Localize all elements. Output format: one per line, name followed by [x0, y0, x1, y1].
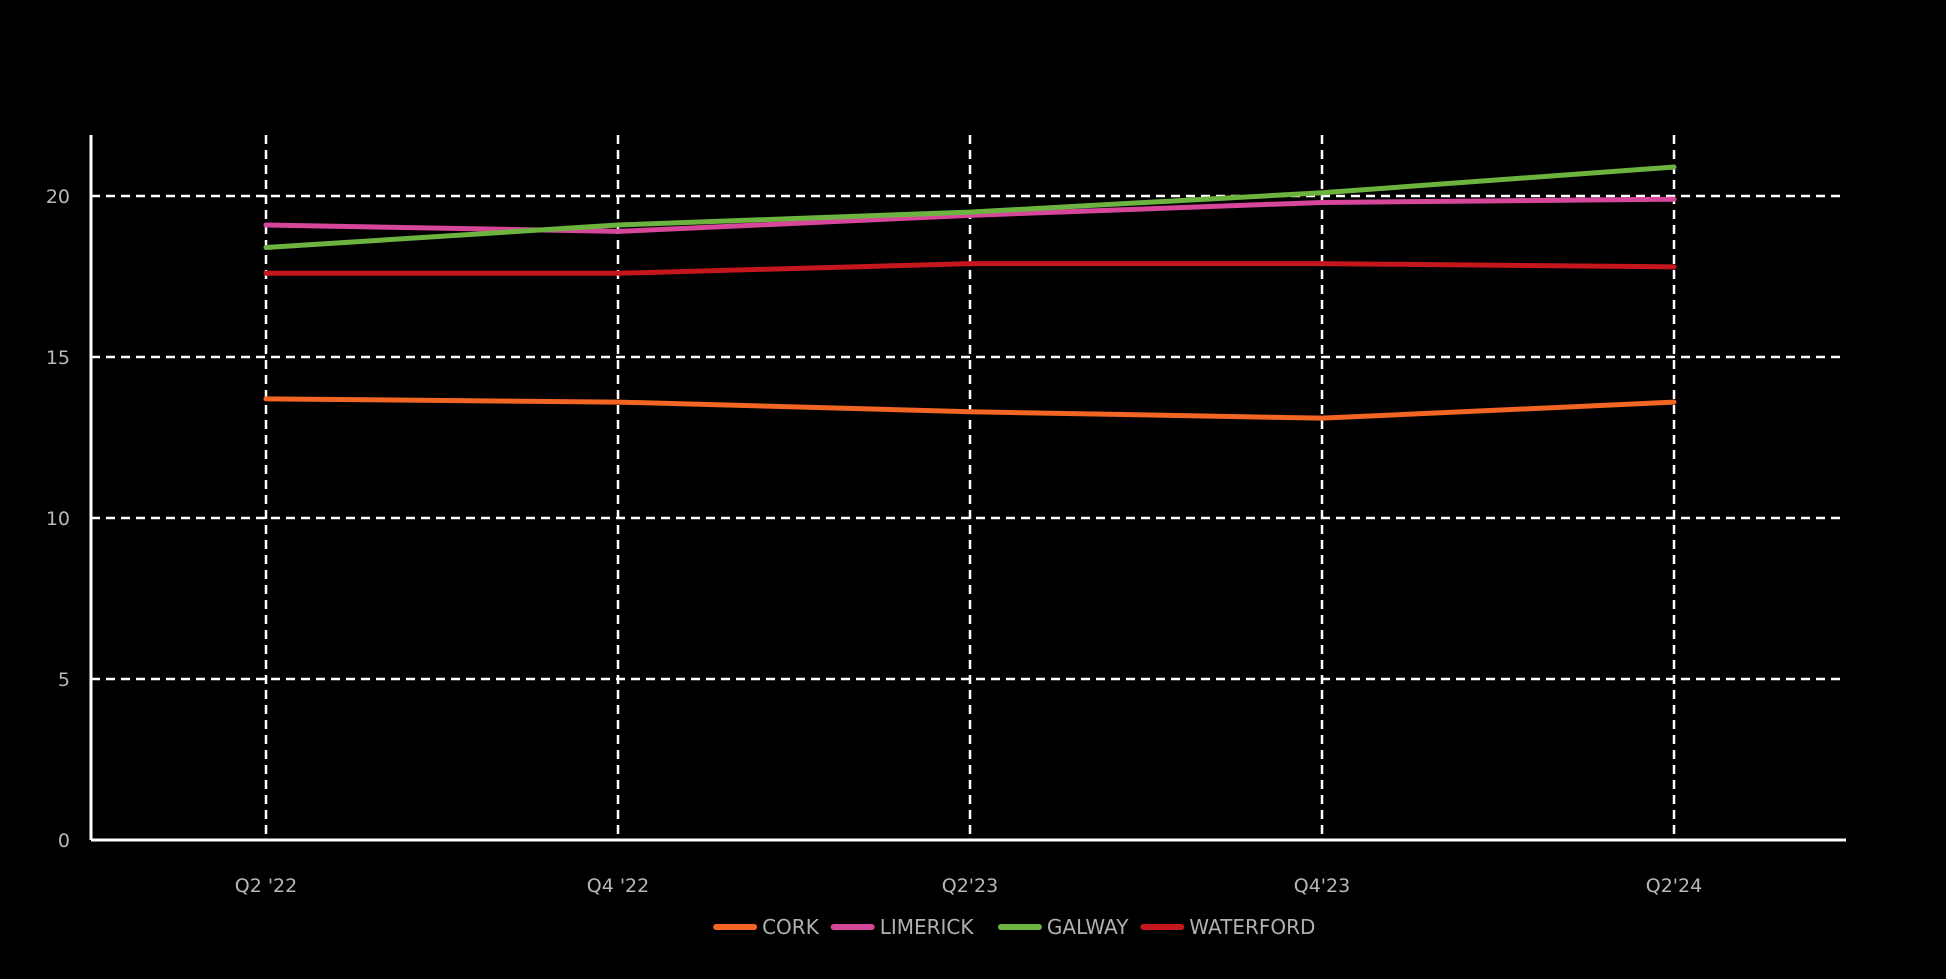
legend-label-limerick: LIMERICK	[880, 915, 975, 939]
series-line-galway	[263, 164, 1677, 251]
legend: CORK LIMERICK GALWAY WATERFORD	[713, 915, 1315, 939]
series-lines	[263, 164, 1677, 421]
y-tick-label: 20	[46, 186, 70, 208]
x-tick-label: Q2'24	[1646, 875, 1702, 897]
grid-lines	[91, 135, 1846, 840]
legend-label-galway: GALWAY	[1047, 915, 1129, 939]
y-tick-label: 15	[46, 347, 70, 369]
legend-label-cork: CORK	[762, 915, 820, 939]
series-line-limerick	[263, 196, 1677, 234]
x-tick-label: Q2'23	[942, 875, 998, 897]
x-tick-label: Q4'23	[1294, 875, 1350, 897]
x-tick-labels: Q2 '22 Q4 '22 Q2'23 Q4'23 Q2'24	[235, 875, 1702, 897]
axes	[89, 135, 1846, 842]
y-tick-label: 5	[58, 669, 70, 691]
x-tick-label: Q2 '22	[235, 875, 297, 897]
y-tick-label: 0	[58, 830, 70, 852]
legend-label-waterford: WATERFORD	[1189, 915, 1315, 939]
y-tick-label: 10	[46, 508, 70, 530]
series-line-waterford	[263, 261, 1677, 276]
x-tick-label: Q4 '22	[587, 875, 649, 897]
y-tick-labels: 0 5 10 15 20	[46, 186, 70, 852]
series-line-cork	[263, 396, 1677, 421]
